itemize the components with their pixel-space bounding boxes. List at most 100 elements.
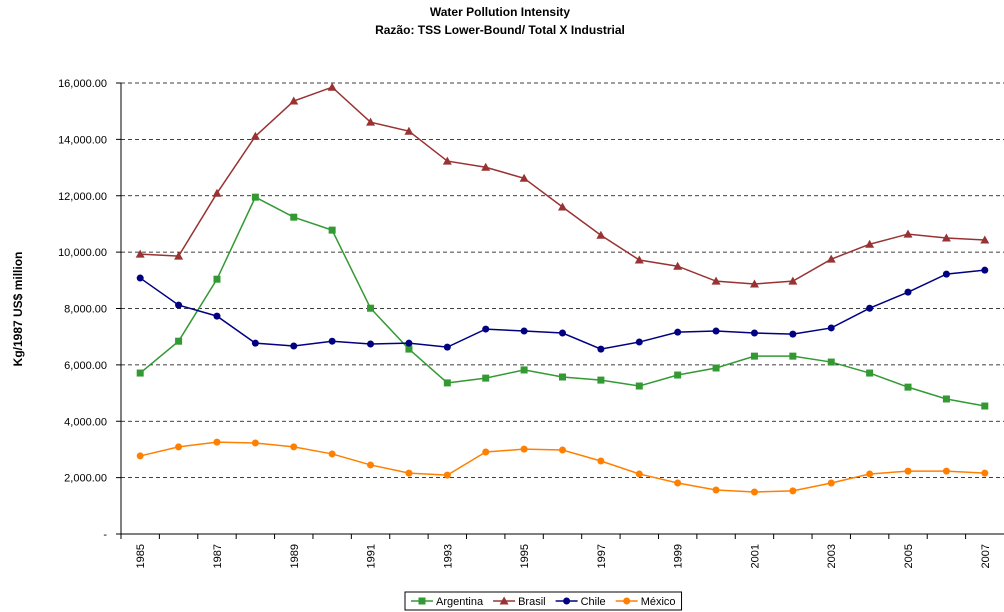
marker — [750, 329, 758, 337]
marker — [749, 279, 759, 288]
x-tick-label: 1991 — [366, 544, 378, 568]
marker — [827, 479, 835, 487]
marker — [443, 379, 451, 387]
x-tick-label: 1999 — [673, 544, 685, 568]
marker — [418, 597, 426, 605]
marker — [482, 374, 490, 382]
y-tick-label: 8,000.00 — [64, 304, 107, 316]
series-line — [140, 86, 985, 285]
marker — [866, 304, 874, 312]
marker — [136, 274, 144, 282]
marker — [289, 96, 299, 105]
marker — [290, 213, 298, 221]
marker — [175, 337, 183, 345]
marker — [789, 330, 797, 338]
marker — [942, 270, 950, 278]
marker — [250, 131, 260, 140]
marker — [865, 239, 875, 248]
marker — [482, 448, 490, 456]
marker — [366, 117, 376, 126]
marker — [634, 255, 644, 264]
marker — [826, 254, 836, 263]
marker — [251, 439, 259, 447]
marker — [519, 173, 529, 182]
marker — [635, 382, 643, 390]
x-tick-label: 2005 — [903, 544, 915, 568]
marker — [212, 188, 222, 197]
marker — [136, 369, 144, 377]
legend-label: Argentina — [436, 596, 484, 608]
marker — [942, 467, 950, 475]
marker — [866, 470, 874, 478]
marker — [499, 596, 509, 605]
marker — [750, 488, 758, 496]
marker — [520, 327, 528, 335]
marker — [712, 327, 720, 335]
marker — [981, 266, 989, 274]
marker — [405, 339, 413, 347]
marker — [904, 467, 912, 475]
marker — [750, 352, 758, 360]
marker — [981, 469, 989, 477]
marker — [405, 345, 413, 353]
marker — [563, 597, 571, 605]
y-tick-label: 2,000.00 — [64, 473, 107, 485]
series-line — [139, 269, 985, 350]
marker — [482, 325, 490, 333]
marker — [290, 443, 298, 451]
y-tick-label: 16,000.00 — [58, 78, 107, 90]
marker — [175, 443, 183, 451]
marker — [559, 373, 566, 381]
marker — [175, 301, 183, 309]
x-tick-label: 1985 — [135, 544, 147, 568]
marker — [443, 471, 451, 479]
marker — [597, 345, 605, 353]
marker — [866, 369, 874, 377]
marker — [442, 156, 452, 165]
marker — [789, 352, 797, 360]
marker — [213, 275, 221, 283]
marker — [596, 230, 606, 239]
marker — [904, 288, 912, 296]
legend-label: México — [641, 596, 676, 608]
marker — [558, 202, 567, 211]
y-tick-label: 6,000.00 — [64, 360, 107, 372]
legend: Argentina Brasil Chile México — [404, 591, 683, 611]
marker — [788, 276, 798, 285]
marker — [712, 486, 720, 494]
legend-box — [404, 591, 683, 611]
marker — [789, 487, 797, 495]
marker — [213, 438, 221, 446]
marker — [623, 597, 631, 605]
marker — [213, 312, 221, 320]
marker — [404, 126, 414, 135]
marker — [674, 328, 682, 336]
y-tick-label: 4,000.00 — [64, 416, 107, 428]
marker — [327, 82, 337, 91]
marker — [674, 479, 682, 487]
marker — [597, 457, 605, 465]
marker — [941, 233, 951, 242]
x-tick-label: 1987 — [212, 544, 224, 568]
marker — [174, 251, 184, 260]
marker — [711, 276, 721, 285]
marker — [597, 376, 605, 384]
chart-title: Water Pollution Intensity — [430, 5, 571, 19]
marker — [674, 371, 682, 379]
marker — [712, 364, 720, 372]
x-tick-label: 2003 — [826, 544, 838, 568]
x-tick-label: 1989 — [289, 544, 301, 568]
x-tick-label: 1997 — [596, 544, 608, 568]
marker — [328, 450, 336, 458]
marker — [405, 469, 413, 477]
y-tick-label: 10,000.00 — [58, 247, 107, 259]
chart-subtitle: Razão: TSS Lower-Bound/ Total X Industri… — [375, 23, 625, 37]
marker — [251, 339, 259, 347]
marker — [673, 261, 683, 270]
marker — [981, 402, 989, 410]
marker — [980, 235, 990, 244]
marker — [903, 229, 913, 238]
marker — [328, 337, 336, 345]
y-axis-label: Kg/1987 US$ million — [11, 252, 25, 367]
